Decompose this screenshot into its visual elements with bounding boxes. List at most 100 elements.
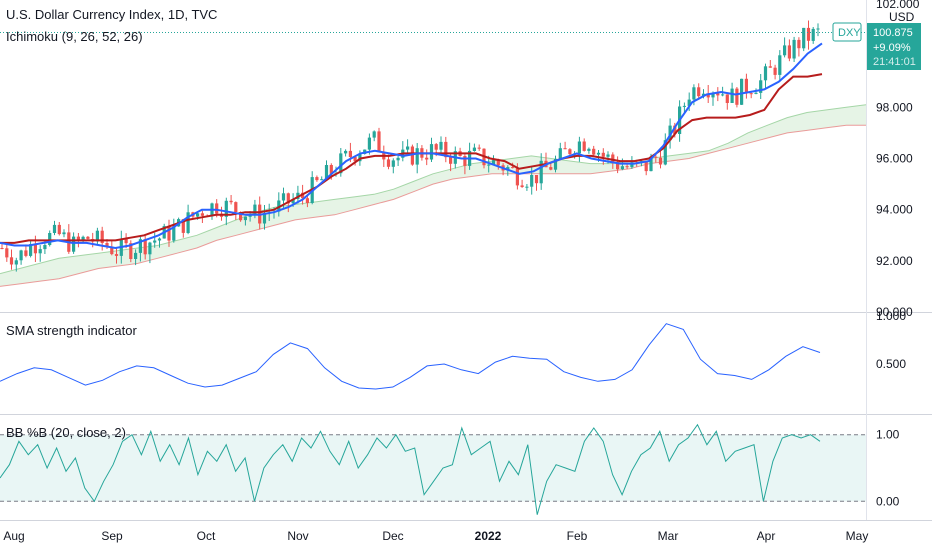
candle-body (568, 149, 572, 155)
candle-body (682, 105, 686, 107)
candle-body (577, 141, 581, 154)
candle-body (768, 66, 772, 68)
candle-body (534, 175, 539, 184)
candle-body (706, 93, 710, 98)
time-tick-label: Apr (757, 529, 776, 543)
candle-body (439, 141, 443, 150)
candle-body (105, 243, 109, 247)
candle-body (754, 92, 758, 94)
candle-body (43, 245, 47, 250)
bb-legend: BB %B (20, close, 2) (6, 425, 126, 440)
sma-legend: SMA strength indicator (6, 323, 137, 338)
candle-body (415, 148, 419, 165)
candle-body (472, 147, 476, 151)
candle-body (553, 158, 558, 170)
candle-body (114, 254, 119, 256)
price-tick-label: 96.000 (876, 152, 913, 166)
candle-body (129, 243, 133, 259)
candle-body (243, 216, 247, 221)
time-tick-label: May (846, 529, 869, 543)
bb-percent-b-line (0, 423, 821, 515)
candle-body (811, 28, 815, 41)
candle-body (0, 248, 4, 249)
candle-body (444, 141, 448, 158)
candle-body (262, 213, 267, 224)
candle-body (816, 28, 820, 30)
price-tick-label: 92.000 (876, 254, 913, 268)
candle-body (57, 224, 61, 235)
ichimoku-legend: Ichimoku (9, 26, 52, 26) (6, 29, 143, 44)
candle-body (234, 202, 238, 212)
candle-body (181, 219, 185, 233)
cloud-fill (0, 104, 866, 287)
time-tick-label: Feb (567, 529, 588, 543)
currency-label: USD (889, 10, 915, 24)
ichimoku-cloud (0, 104, 867, 287)
symbol-badge[interactable] (832, 22, 862, 42)
candle-body (601, 152, 605, 157)
candle-body (9, 257, 14, 265)
candle-body (281, 193, 286, 201)
candle-body (697, 87, 701, 97)
candle-body (339, 153, 343, 174)
candle-body (224, 200, 228, 217)
candle-body (449, 157, 453, 164)
candle-body (716, 93, 720, 96)
price-tick-label: 90.000 (876, 305, 913, 319)
candle-body (539, 160, 543, 184)
time-axis[interactable]: Aug Sep Oct Nov Dec 2022 Feb Mar Apr May (3, 529, 868, 543)
candle-body (434, 144, 438, 150)
candle-body (62, 232, 66, 235)
candle-body (587, 148, 591, 151)
candle-body (429, 144, 434, 160)
time-tick-label: Oct (197, 529, 216, 543)
candle-body (649, 156, 653, 172)
candle-body (358, 154, 362, 162)
candle-body (239, 212, 243, 221)
candle-body (24, 250, 28, 256)
candle-body (72, 236, 76, 252)
bb-percent-b-plot (0, 423, 866, 515)
sma-strength-line (0, 323, 821, 390)
candle-body (200, 213, 204, 216)
candle-body (744, 78, 748, 94)
candle-body (463, 156, 467, 166)
candle-body (558, 148, 562, 159)
candle-body (186, 212, 190, 233)
price-badge[interactable] (867, 23, 921, 70)
candle-body (391, 160, 395, 167)
candle-body (110, 246, 114, 255)
candle-body (348, 150, 352, 157)
candle-body (654, 156, 658, 158)
candle-body (29, 244, 33, 256)
candle-body (787, 45, 791, 59)
candle-body (630, 162, 634, 168)
candle-body (14, 260, 18, 265)
candle-body (305, 198, 309, 203)
candle-body (582, 141, 586, 151)
candle-body (749, 93, 753, 95)
candle-body (491, 160, 496, 165)
time-tick-label: Nov (287, 529, 308, 543)
bb-tick-label: 1.00 (876, 428, 900, 442)
candle-body (215, 203, 219, 214)
candle-body (701, 93, 706, 97)
conversion-line (0, 42, 823, 250)
candle-body (253, 204, 257, 215)
candle-body (124, 239, 128, 244)
candle-body (778, 55, 782, 75)
candle-body (592, 148, 596, 155)
candle-body (396, 157, 400, 161)
candle-body (673, 125, 677, 134)
candle-body (644, 161, 648, 172)
candle-body (806, 27, 811, 41)
time-tick-label: Sep (101, 529, 123, 543)
candle-body (324, 165, 329, 180)
candle-body (530, 175, 534, 187)
candle-body (81, 236, 85, 241)
candle-body (759, 80, 763, 93)
candle-body (372, 131, 376, 138)
candle-body (286, 193, 290, 204)
